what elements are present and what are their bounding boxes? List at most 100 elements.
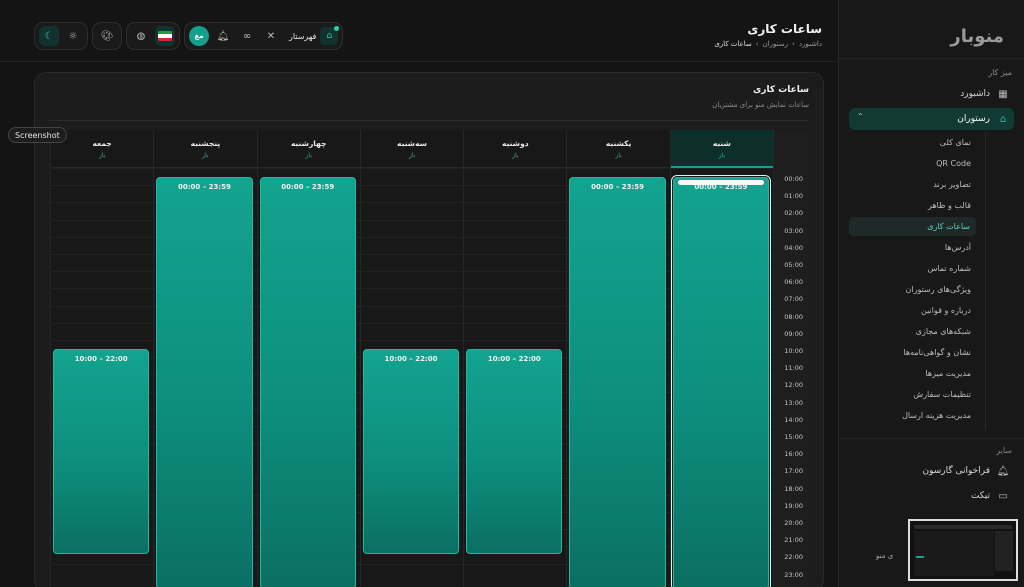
open-hours-block[interactable]: 00:00 – 23:59 bbox=[156, 177, 253, 587]
time-label: 05:00 bbox=[784, 261, 803, 269]
sidebar-item-recall-waiter[interactable]: 🔔︎ فراخوانی گارسون bbox=[922, 465, 1010, 477]
store-icon: ⌂ bbox=[320, 26, 340, 45]
day-header[interactable]: سه‌شنبه باز bbox=[360, 130, 464, 168]
sidebar-sub-item[interactable]: ویژگی‌های رستوران bbox=[905, 285, 971, 294]
day-name: شنبه bbox=[712, 139, 731, 148]
day-column[interactable]: چهارشنبه باز 00:00 – 23:59 bbox=[256, 130, 360, 587]
hour-gridline bbox=[50, 236, 773, 238]
day-status: باز bbox=[202, 152, 209, 159]
hour-gridline bbox=[50, 168, 773, 169]
sidebar-sub-item[interactable]: شماره تماس bbox=[927, 264, 971, 273]
day-name: سه‌شنبه bbox=[397, 139, 427, 148]
sun-icon[interactable]: ☼ bbox=[68, 30, 78, 42]
time-label: 09:00 bbox=[784, 329, 803, 338]
time-label: 02:00 bbox=[784, 209, 803, 218]
weekly-schedule-grid: 00:00 01:00 02:00 03:00 04:00 05:00 06:00 07:00… bbox=[50, 130, 809, 587]
sidebar-item-ticket[interactable]: ▭ تیکت bbox=[849, 485, 1014, 507]
day-name: چهارشنبه bbox=[290, 139, 327, 148]
globe-icon[interactable]: ◍ bbox=[136, 30, 146, 42]
sidebar-sub-item[interactable]: تصاویر برند bbox=[933, 180, 971, 189]
breadcrumb: داشبورد › رستوران › ساعات کاری bbox=[714, 40, 822, 48]
thumbnail-caption: ی منو bbox=[876, 552, 894, 560]
time-label: 00:00 bbox=[784, 175, 803, 183]
sidebar-sub-item[interactable]: نمای کلی bbox=[939, 138, 971, 147]
open-hours-block[interactable]: 10:00 – 22:00 bbox=[466, 349, 563, 555]
sidebar-sub-item[interactable]: درباره و قوانین bbox=[920, 306, 971, 315]
hour-gridline bbox=[50, 305, 773, 307]
day-header[interactable]: پنجشنبه باز bbox=[154, 130, 257, 168]
sidebar-sub-item[interactable]: مدیریت هزینه ارسال bbox=[902, 411, 971, 420]
chevron-left-icon: › bbox=[792, 40, 795, 48]
breadcrumb-restaurant[interactable]: رستوران bbox=[762, 40, 789, 48]
breadcrumb-current: ساعات کاری bbox=[714, 40, 752, 48]
moon-icon[interactable]: ☾ bbox=[39, 26, 59, 46]
sidebar: منوبار میز کار ▦ داشبورد ⌂ رستوران ⌃ نما… bbox=[838, 0, 1024, 587]
store-icon: ⌂ bbox=[999, 113, 1007, 125]
time-label: 21:00 bbox=[784, 536, 803, 545]
brand-logo: منوبار bbox=[950, 26, 1004, 47]
open-hours-block[interactable]: 10:00 – 22:00 bbox=[362, 349, 460, 555]
resize-handle[interactable] bbox=[677, 180, 764, 185]
day-column[interactable]: شنبه باز 00:00 – 23:59 bbox=[669, 130, 773, 587]
day-header[interactable]: جمعه باز bbox=[51, 130, 154, 168]
sidebar-sub-item[interactable]: ساعات کاری bbox=[849, 217, 976, 236]
day-column[interactable]: سه‌شنبه باز 10:00 – 22:00 bbox=[359, 130, 464, 587]
time-label: 20:00 bbox=[784, 519, 803, 527]
iran-flag-icon[interactable] bbox=[155, 26, 175, 46]
time-label: 01:00 bbox=[784, 192, 803, 201]
day-column[interactable]: پنجشنبه باز 00:00 – 23:59 bbox=[153, 130, 257, 587]
sidebar-item-restaurant[interactable]: ⌂ رستوران ⌃ bbox=[849, 108, 1014, 130]
open-hours-block[interactable]: 00:00 – 23:59 bbox=[569, 177, 666, 587]
branch-selector[interactable]: فهرستار ⌂ bbox=[285, 26, 340, 45]
day-column[interactable]: دوشنبه باز 10:00 – 22:00 bbox=[463, 130, 567, 587]
time-label: 06:00 bbox=[784, 278, 803, 287]
open-hours-range: 00:00 – 23:59 bbox=[177, 183, 231, 191]
sidebar-sub-item[interactable]: آدرس‌ها bbox=[944, 243, 971, 252]
day-status: باز bbox=[615, 152, 622, 159]
tools-icon[interactable]: ✕ bbox=[266, 30, 276, 42]
day-header[interactable]: دوشنبه باز bbox=[464, 130, 567, 168]
day-status: باز bbox=[408, 152, 416, 159]
open-hours-block[interactable]: 10:00 – 22:00 bbox=[53, 349, 150, 555]
day-header[interactable]: یکشنبه باز bbox=[567, 130, 670, 168]
day-header[interactable]: شنبه باز bbox=[670, 130, 773, 168]
hour-gridline bbox=[50, 322, 773, 324]
breadcrumb-dashboard[interactable]: داشبورد bbox=[798, 40, 822, 48]
grid-icon: ▦ bbox=[998, 88, 1008, 100]
glasses-icon[interactable]: ∞ bbox=[242, 30, 252, 42]
day-status: باز bbox=[98, 152, 106, 159]
time-label: 04:00 bbox=[784, 243, 803, 252]
time-label: 16:00 bbox=[784, 450, 803, 459]
sidebar-sub-item[interactable]: مدیریت میزها bbox=[925, 369, 971, 378]
card-title: ساعات کاری bbox=[753, 85, 809, 95]
hour-gridline bbox=[50, 254, 773, 255]
open-hours-block[interactable]: 00:00 – 23:59 bbox=[670, 175, 772, 587]
day-column[interactable]: جمعه باز 10:00 – 22:00 bbox=[50, 130, 154, 587]
language-switcher: ◍ bbox=[126, 22, 180, 50]
bell-icon[interactable]: 🔔︎ bbox=[216, 30, 230, 42]
chevron-up-icon: ⌃ bbox=[857, 112, 864, 121]
ticket-icon: ▭ bbox=[998, 490, 1008, 502]
sidebar-sub-item[interactable]: قالب و ظاهر bbox=[928, 201, 971, 210]
sidebar-sub-item[interactable]: نشان و گواهی‌نامه‌ها bbox=[903, 348, 971, 357]
screenshot-thumbnail[interactable] bbox=[908, 519, 1018, 581]
palette-icon[interactable]: 🎨︎ bbox=[100, 30, 114, 42]
open-hours-block[interactable]: 00:00 – 23:59 bbox=[259, 177, 356, 587]
time-label: 22:00 bbox=[784, 553, 803, 562]
avatar[interactable]: مغ bbox=[189, 26, 209, 46]
sidebar-item-dashboard[interactable]: ▦ داشبورد bbox=[849, 83, 1014, 105]
day-column[interactable]: یکشنبه باز 00:00 – 23:59 bbox=[566, 130, 670, 587]
sidebar-sub-item[interactable]: QR Code bbox=[936, 159, 971, 168]
open-hours-range: 10:00 – 22:00 bbox=[487, 355, 541, 363]
open-hours-range: 00:00 – 23:59 bbox=[694, 183, 748, 191]
time-label: 07:00 bbox=[784, 295, 803, 304]
hour-gridline bbox=[50, 271, 773, 273]
day-status: باز bbox=[512, 152, 519, 159]
open-hours-range: 10:00 – 22:00 bbox=[74, 355, 128, 363]
sidebar-sub-item[interactable]: شبکه‌های مجازی bbox=[915, 327, 971, 336]
palette-group: 🎨︎ bbox=[92, 22, 122, 50]
time-label: 08:00 bbox=[784, 312, 803, 321]
day-header[interactable]: چهارشنبه باز bbox=[257, 130, 360, 168]
sidebar-sub-item[interactable]: تنظیمات سفارش bbox=[913, 390, 971, 399]
